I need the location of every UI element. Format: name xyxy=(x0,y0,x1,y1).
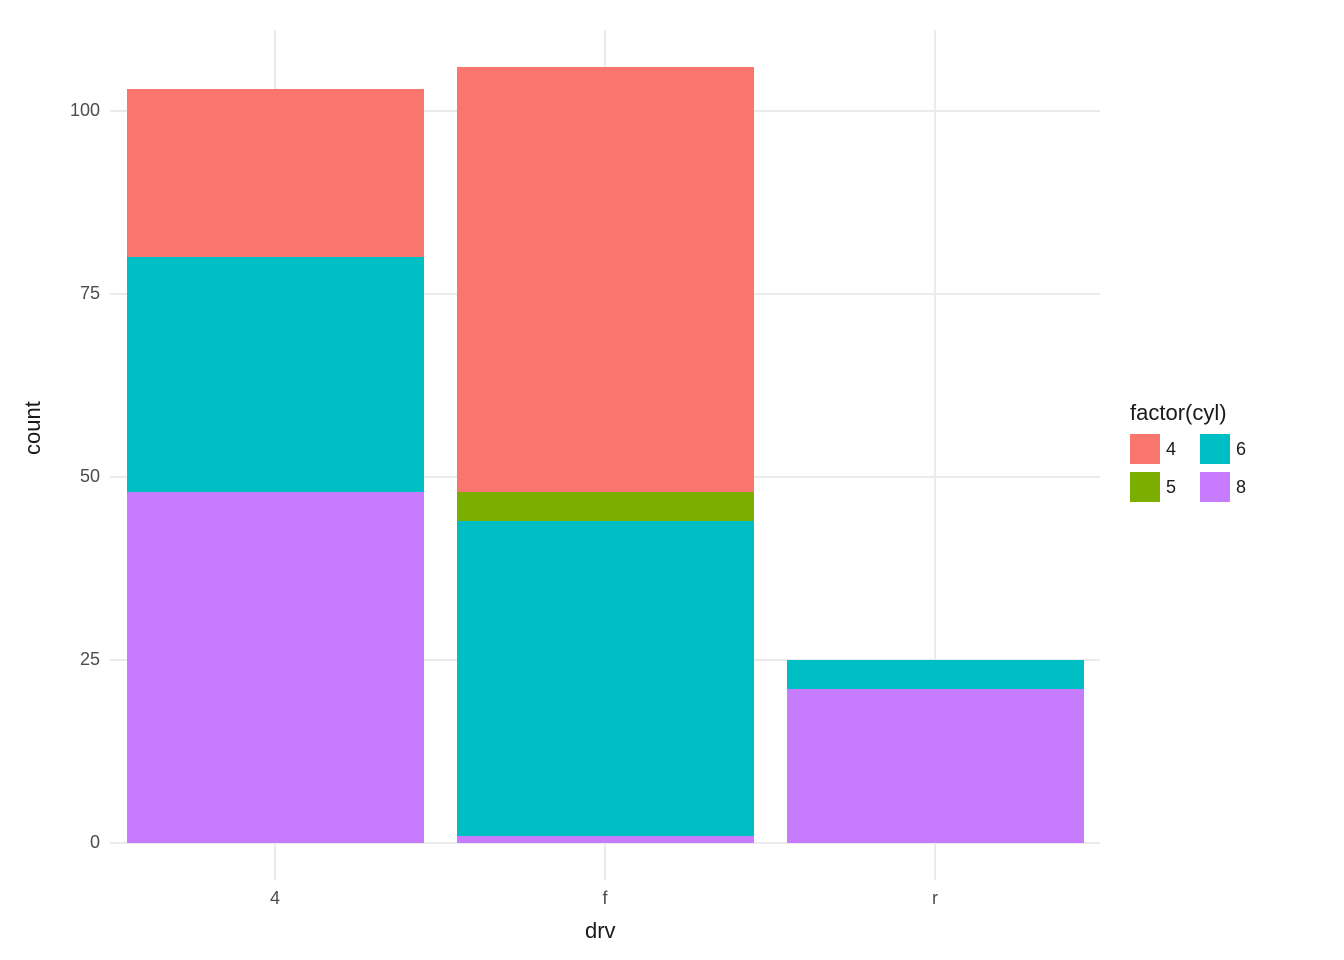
bar-segment xyxy=(457,67,754,492)
x-axis-title: drv xyxy=(585,918,616,944)
legend-key xyxy=(1200,472,1230,502)
x-tick-label: r xyxy=(905,888,965,909)
legend-label: 4 xyxy=(1166,439,1176,460)
legend-title: factor(cyl) xyxy=(1130,400,1227,426)
bar-segment xyxy=(457,836,754,843)
bar-segment xyxy=(127,257,424,491)
bar-segment xyxy=(127,492,424,844)
y-axis-title: count xyxy=(20,401,46,455)
y-tick-label: 25 xyxy=(80,649,100,670)
bar-segment xyxy=(457,521,754,836)
y-tick-label: 50 xyxy=(80,466,100,487)
chart-figure: 0 25 50 75 100 4 f r count drv factor(cyl) 4 5 6… xyxy=(0,0,1344,960)
bar-segment xyxy=(457,492,754,521)
bar-segment xyxy=(787,660,1084,689)
bar-segment xyxy=(787,689,1084,843)
legend-key xyxy=(1130,472,1160,502)
y-tick-label: 75 xyxy=(80,283,100,304)
legend-label: 8 xyxy=(1236,477,1246,498)
legend-label: 5 xyxy=(1166,477,1176,498)
x-tick-label: f xyxy=(575,888,635,909)
legend-label: 6 xyxy=(1236,439,1246,460)
legend-key xyxy=(1130,434,1160,464)
legend-key xyxy=(1200,434,1230,464)
bar-segment xyxy=(127,89,424,258)
y-tick-label: 100 xyxy=(70,100,100,121)
x-tick-label: 4 xyxy=(245,888,305,909)
y-tick-label: 0 xyxy=(90,832,100,853)
